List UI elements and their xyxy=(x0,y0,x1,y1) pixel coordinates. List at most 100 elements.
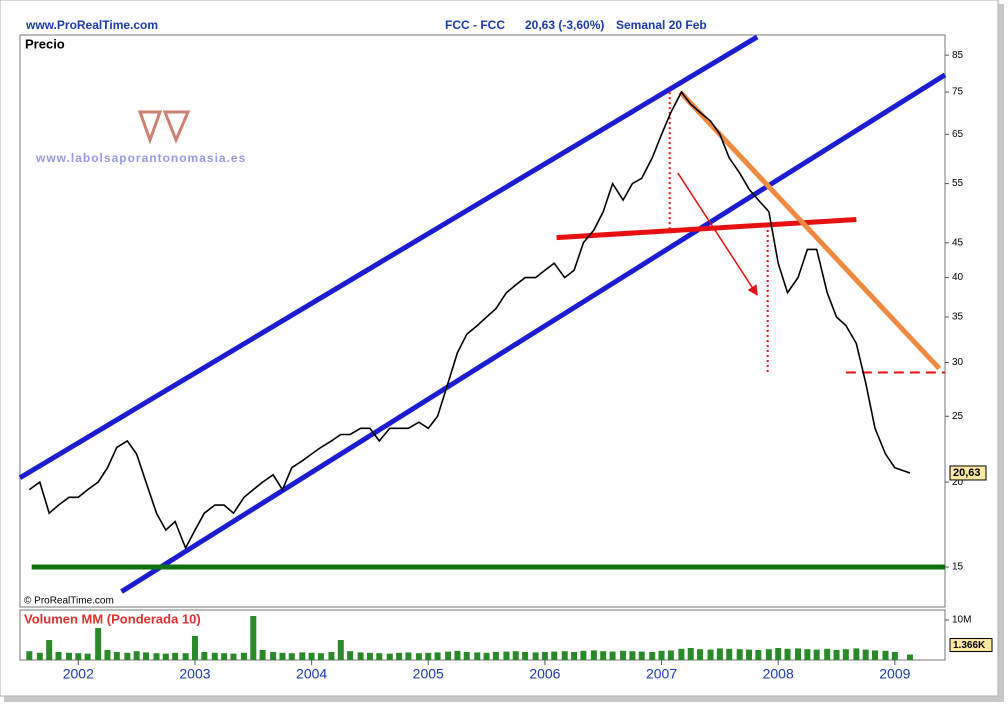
volume-bar xyxy=(649,652,656,660)
volume-bar xyxy=(804,649,811,660)
volume-bar xyxy=(707,649,714,660)
y-tick-label: 30 xyxy=(952,357,964,368)
volume-bar xyxy=(609,651,616,660)
volume-bar xyxy=(405,652,412,660)
volume-bar xyxy=(308,652,315,660)
volume-bar xyxy=(26,651,33,660)
volume-bar xyxy=(153,653,160,660)
volume-bar xyxy=(600,651,607,660)
x-tick-label: 2008 xyxy=(763,666,794,682)
volume-bar xyxy=(638,651,645,660)
volume-bar xyxy=(191,636,198,660)
volume-bar xyxy=(551,651,558,660)
volume-bar xyxy=(172,652,179,660)
volume-bar xyxy=(512,651,519,660)
y-tick-label: 35 xyxy=(952,312,964,323)
volume-bar xyxy=(221,653,228,660)
volume-bar xyxy=(736,649,743,660)
y-tick-label: 25 xyxy=(952,411,964,422)
volume-bar xyxy=(755,650,762,660)
trend-line xyxy=(120,72,947,594)
volume-panel xyxy=(19,609,946,661)
volume-bar xyxy=(162,653,169,660)
x-tick-label: 2002 xyxy=(63,666,94,682)
volume-bar xyxy=(357,652,364,660)
volume-bar xyxy=(299,652,306,660)
volume-bar xyxy=(746,649,753,660)
period: Semanal 20 Feb xyxy=(616,18,707,32)
volume-bar xyxy=(862,649,869,660)
volume-bar xyxy=(716,648,723,660)
volume-bar xyxy=(396,652,403,660)
watermark: www.labolsaporantonomasia.es xyxy=(35,151,246,165)
volume-bar xyxy=(240,652,247,660)
trend-line xyxy=(678,90,941,371)
x-tick-label: 2007 xyxy=(646,666,677,682)
panel-title: Precio xyxy=(25,36,65,51)
x-tick-label: 2009 xyxy=(879,666,910,682)
volume-bar xyxy=(366,652,373,660)
volume-bar xyxy=(629,651,636,660)
volume-bar xyxy=(46,640,53,660)
y-tick-label: 65 xyxy=(952,129,964,140)
volume-bar xyxy=(775,648,782,660)
volume-bar xyxy=(386,653,393,660)
volume-bar xyxy=(882,650,889,660)
x-tick-label: 2004 xyxy=(296,666,327,682)
volume-bar xyxy=(415,653,422,660)
volume-bar xyxy=(133,651,140,660)
price-tag xyxy=(949,465,987,481)
volume-bar xyxy=(667,650,674,660)
volume-bar xyxy=(907,654,914,660)
volume-bar xyxy=(541,652,548,660)
volume-bar xyxy=(463,652,470,660)
volume-bar xyxy=(65,652,72,660)
volume-bar xyxy=(561,651,568,660)
price-line xyxy=(28,90,911,550)
volume-bar xyxy=(726,648,733,660)
volume-bar xyxy=(795,648,802,660)
quote: 20,63 (-3,60%) xyxy=(525,18,604,32)
volume-bar xyxy=(36,652,43,660)
volume-bar xyxy=(104,650,111,660)
volume-bar xyxy=(891,652,898,660)
volume-bar xyxy=(813,649,820,660)
trend-line xyxy=(556,217,857,241)
volume-bar xyxy=(483,652,490,660)
symbol: FCC - FCC xyxy=(445,18,505,32)
volume-bar xyxy=(55,652,62,660)
volume-bar xyxy=(853,648,860,660)
x-tick-label: 2005 xyxy=(413,666,444,682)
volume-bar xyxy=(833,650,840,660)
volume-bar xyxy=(658,650,665,660)
volume-bar xyxy=(522,652,529,660)
x-tick-label: 2006 xyxy=(529,666,560,682)
volume-title: Volumen MM (Ponderada 10) xyxy=(24,611,201,626)
volume-bar xyxy=(503,651,510,660)
volume-bar xyxy=(580,650,587,660)
volume-bar xyxy=(279,652,286,660)
volume-bar xyxy=(259,650,266,660)
volume-bar xyxy=(250,616,257,660)
volume-bar xyxy=(337,640,344,660)
trend-line xyxy=(677,172,758,296)
y-tick-label: 75 xyxy=(952,87,964,98)
volume-bar xyxy=(75,653,82,660)
volume-tick-label: 10M xyxy=(952,615,971,626)
volume-bar xyxy=(211,652,218,660)
volume-bar xyxy=(445,651,452,660)
volume-bar xyxy=(201,652,208,660)
volume-bar xyxy=(113,652,120,660)
copyright: © ProRealTime.com xyxy=(24,596,114,607)
volume-bar xyxy=(142,652,149,660)
volume-tag-label: 1.366K xyxy=(953,640,986,651)
volume-bar xyxy=(347,651,354,660)
volume-bar xyxy=(95,628,102,660)
volume-bar xyxy=(84,653,91,660)
volume-bar xyxy=(270,652,277,660)
volume-bar xyxy=(434,652,441,660)
volume-bar xyxy=(182,653,189,660)
price-tag-label: 20,63 xyxy=(953,467,981,479)
